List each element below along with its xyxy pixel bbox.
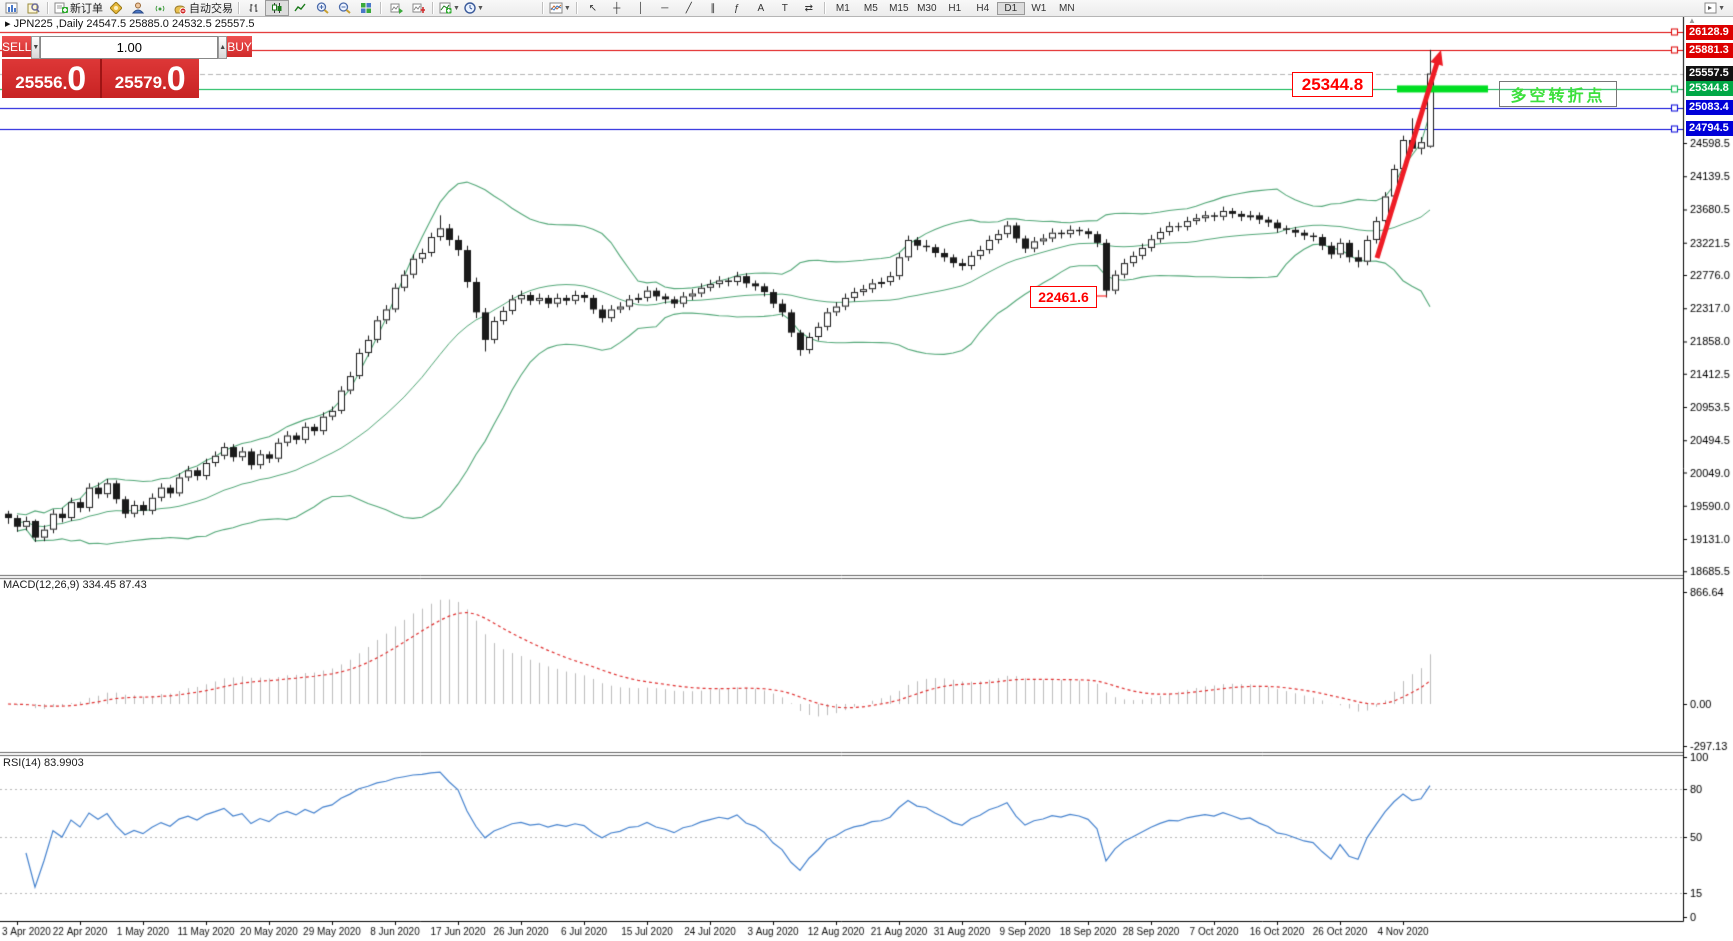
buy-price[interactable]: 25579. 0 (102, 59, 200, 98)
timeframe-m30[interactable]: M30 (917, 2, 937, 14)
chart-title-text: JPN225 ,Daily 24547.5 25885.0 24532.5 25… (13, 18, 255, 30)
price-line-label-25083-4: 25083.4 (1686, 100, 1733, 116)
price-line-label-24794-5: 24794.5 (1686, 121, 1733, 137)
timeframe-m5[interactable]: M5 (863, 2, 878, 14)
data-window-icon[interactable] (407, 1, 429, 15)
timeframe-m1[interactable]: M1 (835, 2, 850, 14)
new-order-label: 新订单 (70, 3, 103, 15)
timeframe-m15[interactable]: M15 (889, 2, 909, 14)
candlestick-button[interactable] (265, 0, 289, 16)
price-line-label-25557-5: 25557.5 (1686, 66, 1733, 82)
chart-template-dropdown[interactable]: ▼ (547, 1, 573, 15)
price-line-label-25344-8: 25344.8 (1686, 81, 1733, 97)
rsi-label: RSI(14) 83.9903 (3, 757, 84, 769)
bar-chart-button[interactable] (243, 1, 265, 15)
equidistant-channel-tool[interactable]: ∥ (710, 2, 716, 14)
price-line-label-26128-9: 26128.9 (1686, 24, 1733, 40)
zoom-in-button[interactable] (311, 1, 333, 15)
buy-price-dot: . (162, 73, 167, 93)
buy-price-frac: 0 (166, 59, 186, 98)
macd-label: MACD(12,26,9) 334.45 87.43 (3, 579, 147, 591)
price-annotation-25344: 25344.8 (1292, 72, 1373, 97)
timeframe-toolbar: M1 M5 M15 M30 H1 H4 D1 W1 MN (829, 1, 1081, 15)
chevron-down-icon: ▼ (563, 4, 571, 12)
tile-windows-button[interactable] (355, 1, 377, 15)
signals-icon[interactable] (149, 1, 171, 15)
price-line-label-25881-3: 25881.3 (1686, 42, 1733, 58)
chevron-down-icon: ▼ (453, 4, 460, 12)
toolbar: 新订单 自动交易 ▼ ▼ ▼ ↖ ┼ │ ─ ╱ ∥ ƒ A T ⇄ M1 M5 M15 M30 H1 H4… (0, 0, 1733, 17)
autotrading-label: 自动交易 (189, 3, 233, 15)
profile-charts-icon[interactable] (385, 1, 407, 15)
new-order-button[interactable]: 新订单 (52, 1, 105, 15)
new-chart-icon[interactable] (0, 1, 22, 15)
zoom-out-button[interactable] (333, 1, 355, 15)
line-chart-button[interactable] (289, 1, 311, 15)
arrows-tool[interactable]: ⇄ (804, 2, 813, 14)
scroll-up-icon[interactable]: ▲ (1688, 16, 1696, 25)
turning-point-note: 多空转折点 (1499, 81, 1617, 107)
macd-name: MACD(12,26,9) (3, 579, 80, 591)
timeframe-w1[interactable]: W1 (1031, 2, 1047, 14)
cursor-tool[interactable]: ↖ (588, 2, 597, 14)
price-annotation-22461: 22461.6 (1030, 286, 1097, 308)
drawing-toolbar: ↖ ┼ │ ─ ╱ ∥ ƒ A T ⇄ (581, 1, 821, 15)
crosshair-tool[interactable]: ┼ (613, 2, 621, 14)
buy-price-int: 25579 (114, 72, 163, 92)
symbol-search-icon[interactable] (22, 1, 44, 15)
chart-title: ▸ JPN225 ,Daily 24547.5 25885.0 24532.5 … (5, 17, 255, 30)
expert-advisor-icon[interactable] (127, 1, 149, 15)
fibonacci-tool[interactable]: ƒ (734, 2, 740, 14)
timeframe-h4[interactable]: H4 (976, 2, 990, 14)
timeframe-h1[interactable]: H1 (948, 2, 962, 14)
macd-main-value: 334.45 (82, 579, 117, 591)
add-indicator-button[interactable]: ▼ (437, 1, 462, 15)
volume-input[interactable] (40, 36, 219, 59)
buy-button[interactable]: BUY (227, 36, 252, 59)
rsi-name: RSI(14) (3, 757, 41, 769)
trendline-tool[interactable]: ╱ (685, 2, 692, 14)
macd-signal-value: 87.43 (119, 579, 147, 591)
autotrading-button[interactable]: 自动交易 (171, 1, 235, 15)
timeframe-d1[interactable]: D1 (996, 1, 1025, 15)
timeframe-mn[interactable]: MN (1059, 2, 1075, 14)
sell-price-frac: 0 (67, 59, 87, 98)
period-clock-button[interactable]: ▼ (462, 1, 486, 15)
text-tool[interactable]: A (757, 2, 765, 14)
vertical-line-tool[interactable]: │ (637, 2, 644, 14)
sell-price-int: 25556 (15, 72, 63, 92)
horizontal-line-tool[interactable]: ─ (661, 2, 669, 14)
sell-price[interactable]: 25556. 0 (2, 59, 102, 98)
chart-title-marker: ▸ (5, 18, 14, 30)
volume-down-button[interactable]: ▼ (31, 36, 41, 59)
one-click-trade-panel: SELL ▼ ▲ BUY 25556.0 25579.0 (2, 36, 252, 98)
text-label-tool[interactable]: T (781, 2, 788, 14)
rsi-value: 83.9903 (43, 757, 84, 769)
volume-up-button[interactable]: ▲ (218, 36, 228, 59)
chevron-down-icon: ▼ (476, 4, 484, 12)
sell-price-dot: . (62, 73, 68, 93)
chart-shift-icon[interactable]: ▼ (1702, 1, 1727, 15)
compass-icon[interactable] (105, 1, 127, 15)
chevron-down-icon: ▼ (1718, 4, 1725, 12)
sell-button[interactable]: SELL (2, 36, 32, 59)
